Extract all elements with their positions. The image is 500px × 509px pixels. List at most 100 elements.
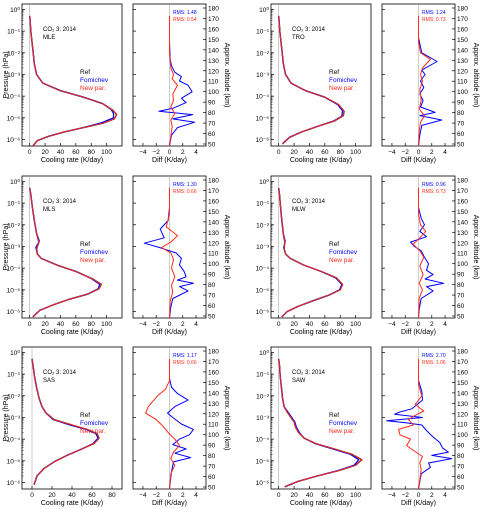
diff-tick-label: −4 [139, 492, 147, 499]
altitude-tick-label: 80 [208, 282, 216, 289]
diff-tick-label: 4 [194, 149, 198, 156]
altitude-tick-label: 90 [208, 100, 216, 107]
diff-tick-label: 0 [417, 321, 421, 328]
pressure-tick-label: 10⁻⁶ [256, 309, 270, 316]
species-label: CO₂ 3: 2014 [292, 199, 326, 205]
atmosphere-label: MLW [292, 207, 306, 213]
diff-tick-label: −2 [153, 321, 161, 328]
cooling-rate-tick-label: 20 [290, 492, 298, 499]
diff-tick-label: −4 [139, 321, 147, 328]
legend-fomichev: Fomichev [329, 249, 358, 256]
rms-new-par-label: RMS: 0.73 [422, 17, 446, 23]
pressure-tick-label: 10⁻⁵ [7, 287, 21, 294]
cooling-rate-tick-label: 20 [290, 321, 298, 328]
diff-new-par-line [412, 187, 427, 319]
diff-tick-label: −4 [139, 149, 147, 156]
diff-tick-label: −4 [388, 149, 396, 156]
cooling-rate-panel-frame-saw [270, 346, 372, 490]
altitude-tick-label: 110 [208, 251, 219, 258]
altitude-tick-label: 120 [457, 411, 468, 418]
pressure-tick-label: 10⁻⁶ [256, 137, 270, 144]
altitude-tick-label: 180 [208, 178, 219, 185]
legend-ref: Ref [80, 412, 90, 419]
diff-fomichev-line [386, 358, 453, 490]
cooling-rate-axis-label: Cooling rate (K/day) [290, 329, 352, 336]
altitude-tick-label: 110 [208, 422, 219, 429]
diff-tick-label: 0 [168, 492, 172, 499]
altitude-tick-label: 60 [457, 303, 465, 310]
cooling-rate-tick-label: 0 [28, 321, 32, 328]
altitude-tick-label: 140 [208, 219, 219, 226]
cooling-rate-tick-label: 20 [48, 492, 56, 499]
series-new-par-line [29, 15, 118, 147]
altitude-tick-label: 110 [457, 79, 468, 86]
altitude-tick-label: 160 [457, 26, 468, 33]
series-new-par-line [278, 15, 345, 145]
altitude-tick-label: 170 [457, 16, 468, 23]
altitude-tick-label: 110 [208, 79, 219, 86]
altitude-tick-label: 70 [208, 121, 216, 128]
pressure-tick-label: 10⁻⁵ [7, 458, 21, 465]
cooling-rate-tick-label: 40 [306, 149, 314, 156]
altitude-tick-label: 180 [208, 349, 219, 356]
diff-tick-label: −2 [153, 492, 161, 499]
pressure-tick-label: 10⁻⁴ [256, 437, 270, 444]
diff-tick-label: 0 [417, 149, 421, 156]
altitude-tick-label: 100 [457, 261, 468, 268]
diff-tick-label: −2 [402, 321, 410, 328]
cooling-rate-tick-label: 0 [277, 321, 281, 328]
cooling-rate-tick-label: 60 [72, 321, 80, 328]
altitude-tick-label: 80 [457, 282, 465, 289]
pressure-tick-label: 10⁻⁵ [256, 115, 270, 122]
cooling-rate-panel-frame-mlw [270, 175, 372, 319]
cooling-rate-tick-label: 80 [88, 149, 96, 156]
diff-tick-label: −2 [402, 492, 410, 499]
rms-new-par-label: RMS: 0.73 [422, 189, 446, 195]
series-new-par-line [278, 187, 343, 318]
altitude-tick-label: 120 [457, 68, 468, 75]
altitude-tick-label: 170 [208, 188, 219, 195]
diff-tick-label: −4 [388, 492, 396, 499]
altitude-tick-label: 160 [208, 198, 219, 205]
cooling-rate-axis-label: Cooling rate (K/day) [290, 157, 352, 164]
altitude-tick-label: 80 [457, 110, 465, 117]
altitude-tick-label: 130 [457, 230, 468, 237]
atmosphere-label: TRO [292, 35, 305, 41]
cooling-rate-tick-label: 0 [277, 492, 281, 499]
diff-tick-label: 2 [430, 492, 434, 499]
altitude-tick-label: 100 [208, 432, 219, 439]
rms-new-par-label: RMS: 0.66 [173, 360, 197, 366]
legend-fomichev: Fomichev [80, 77, 109, 84]
pressure-tick-label: 10⁻⁵ [7, 115, 21, 122]
altitude-tick-label: 50 [208, 485, 216, 492]
rms-fomichev-label: RMS: 1.30 [173, 182, 197, 188]
rms-new-par-label: RMS: 1.06 [422, 360, 446, 366]
cooling-rate-tick-label: 80 [337, 492, 345, 499]
altitude-tick-label: 130 [457, 401, 468, 408]
altitude-axis-label: Approx. altitude (km) [223, 215, 230, 280]
pressure-tick-label: 10⁻³ [7, 72, 21, 79]
diff-axis-label: Diff (K/day) [401, 157, 436, 164]
rms-fomichev-label: RMS: 1.48 [173, 10, 197, 16]
cooling-rate-tick-label: 0 [277, 149, 281, 156]
altitude-tick-label: 120 [457, 240, 468, 247]
diff-axis-label: Diff (K/day) [401, 500, 436, 507]
altitude-axis-label: Approx. altitude (km) [223, 43, 230, 108]
pressure-tick-label: 10⁰ [10, 178, 20, 186]
altitude-tick-label: 50 [208, 142, 216, 149]
legend-fomichev: Fomichev [80, 420, 109, 427]
pressure-tick-label: 10⁻⁵ [256, 458, 270, 465]
cooling-rate-tick-label: 60 [321, 321, 329, 328]
legend-fomichev: Fomichev [329, 420, 358, 427]
pressure-tick-label: 10⁻⁵ [256, 287, 270, 294]
pressure-tick-label: 10⁰ [10, 6, 20, 14]
cooling-rate-tick-label: 100 [101, 321, 112, 328]
cooling-rate-tick-label: 40 [68, 492, 76, 499]
cooling-rate-panel-frame-sas [21, 346, 123, 490]
altitude-tick-label: 90 [208, 272, 216, 279]
pressure-tick-label: 10⁻³ [256, 244, 270, 251]
pressure-tick-label: 10⁻² [7, 393, 21, 400]
diff-fomichev-line [158, 15, 196, 147]
species-label: CO₂ 3: 2014 [292, 27, 326, 33]
diff-tick-label: 4 [443, 492, 447, 499]
